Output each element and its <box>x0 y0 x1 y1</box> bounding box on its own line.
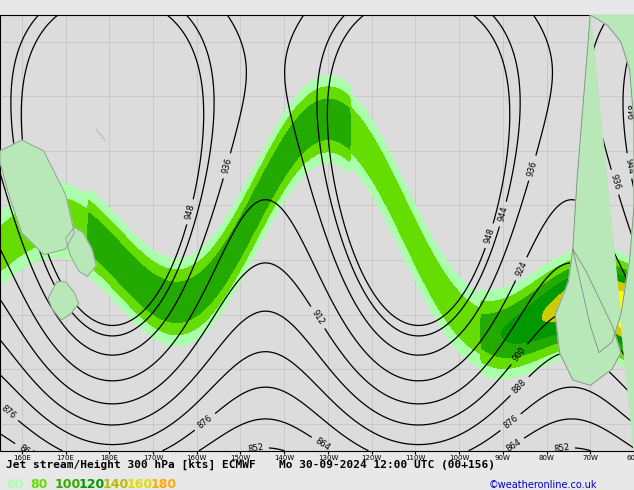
Text: 944: 944 <box>623 157 634 174</box>
Text: 864: 864 <box>313 437 332 453</box>
Text: 864: 864 <box>504 437 522 454</box>
Text: 876: 876 <box>196 414 214 431</box>
Text: 80: 80 <box>30 478 48 490</box>
Text: 876: 876 <box>501 414 520 431</box>
Text: ©weatheronline.co.uk: ©weatheronline.co.uk <box>488 480 597 490</box>
Polygon shape <box>65 227 96 276</box>
Text: 120: 120 <box>79 478 105 490</box>
Text: 60: 60 <box>6 478 23 490</box>
Text: 876: 876 <box>0 403 17 420</box>
Text: 948: 948 <box>629 103 634 119</box>
Text: 944: 944 <box>18 192 31 210</box>
Polygon shape <box>555 249 621 386</box>
Text: 100: 100 <box>55 478 81 490</box>
Text: 852: 852 <box>553 443 571 454</box>
Text: 912: 912 <box>310 308 326 326</box>
Text: 180: 180 <box>151 478 177 490</box>
Text: 140: 140 <box>103 478 129 490</box>
Text: 924: 924 <box>514 260 529 278</box>
Text: 944: 944 <box>496 205 510 223</box>
Text: 160: 160 <box>127 478 153 490</box>
Polygon shape <box>48 282 79 320</box>
Text: 936: 936 <box>609 173 621 191</box>
Polygon shape <box>573 15 634 451</box>
Text: Jet stream/Height 300 hPa [kts] ECMWF: Jet stream/Height 300 hPa [kts] ECMWF <box>6 460 256 470</box>
Text: 948: 948 <box>184 203 197 220</box>
Polygon shape <box>0 140 74 255</box>
Text: Mo 30-09-2024 12:00 UTC (00+156): Mo 30-09-2024 12:00 UTC (00+156) <box>279 460 495 470</box>
Text: 864: 864 <box>17 442 35 459</box>
Text: 936: 936 <box>221 157 233 175</box>
Text: 888: 888 <box>511 377 529 395</box>
Text: 852: 852 <box>247 443 264 454</box>
Text: 948: 948 <box>482 227 496 245</box>
Text: 936: 936 <box>526 159 539 177</box>
Text: 900: 900 <box>511 345 527 364</box>
